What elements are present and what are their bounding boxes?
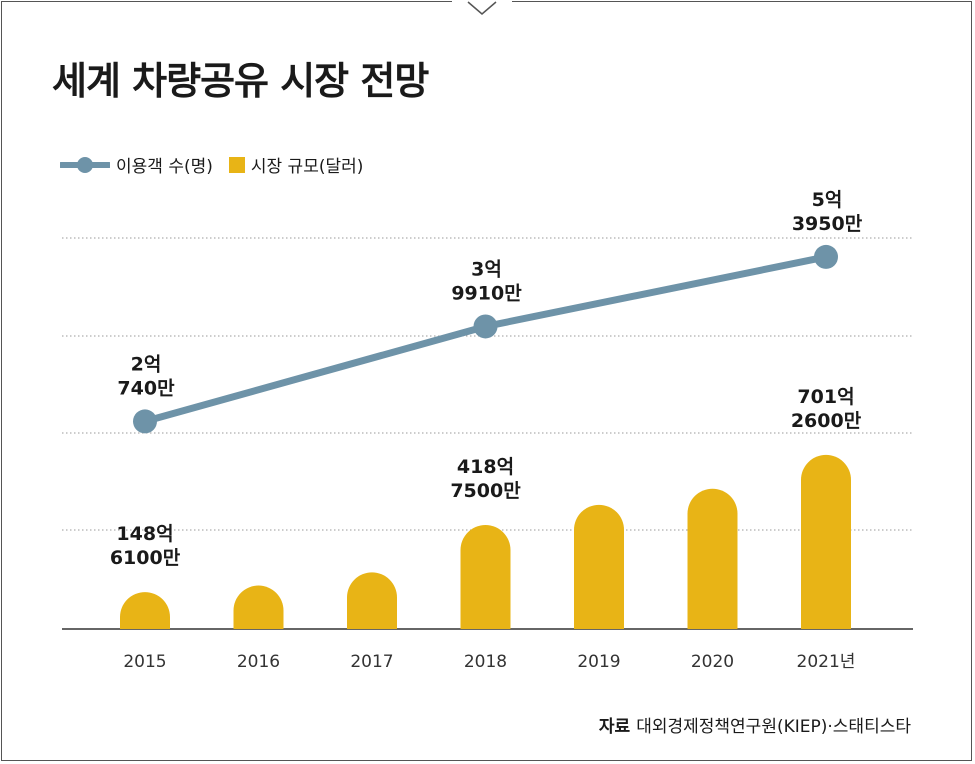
chevron-down-icon	[467, 1, 497, 15]
chart-title: 세계 차량공유 시장 전망	[52, 59, 429, 103]
bar	[801, 454, 851, 629]
bar-value-label: 6100만	[110, 547, 181, 569]
x-tick-label: 2020	[691, 652, 734, 672]
bar	[460, 525, 511, 629]
source-note: 자료 대외경제정책연구원(KIEP)·스태티스타	[599, 712, 911, 737]
bar	[347, 572, 397, 629]
line-value-label: 740만	[117, 377, 175, 399]
bar-value-label: 148억	[116, 523, 173, 545]
legend-item-line: 이용객 수(명)	[60, 152, 213, 177]
line-value-label: 3950만	[792, 213, 863, 235]
source-text: 대외경제정책연구원(KIEP)·스태티스타	[636, 717, 911, 737]
line-value-label: 2억	[131, 353, 162, 375]
bar-series-swatch-icon	[228, 156, 245, 173]
x-tick-label: 2019	[577, 652, 620, 672]
line-value-label: 5억	[812, 189, 843, 211]
bar	[574, 504, 624, 629]
bar	[687, 488, 738, 629]
line-point	[473, 314, 498, 339]
frame-notch	[452, 0, 512, 20]
line-point	[814, 244, 838, 269]
line-series-swatch-icon	[60, 156, 110, 173]
x-tick-label: 2018	[464, 652, 507, 672]
legend-line-label: 이용객 수(명)	[116, 157, 213, 177]
bar-value-label: 418억	[457, 456, 514, 478]
legend-bar-label: 시장 규모(달러)	[250, 157, 364, 177]
bar	[233, 585, 284, 629]
bar-value-label: 701억	[797, 386, 854, 408]
x-tick-label: 2015	[123, 652, 166, 672]
legend-item-bar: 시장 규모(달러)	[228, 152, 364, 177]
source-label: 자료	[598, 717, 631, 737]
bar-value-label: 7500만	[450, 480, 521, 502]
x-tick-label: 2017	[350, 652, 393, 672]
chart-legend: 이용객 수(명) 시장 규모(달러)	[60, 152, 379, 177]
x-tick-label: 2016	[237, 652, 280, 672]
bar-value-label: 2600만	[791, 410, 862, 432]
x-tick-label: 2021년	[797, 652, 856, 672]
line-value-label: 9910만	[451, 282, 522, 304]
line-value-label: 3억	[471, 258, 502, 280]
bar	[120, 592, 170, 629]
line-point	[133, 409, 157, 434]
